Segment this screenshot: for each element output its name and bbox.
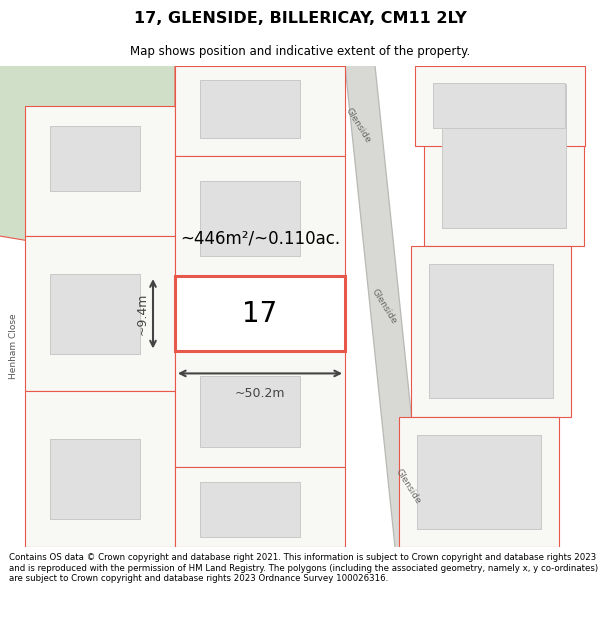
Bar [50,439,140,519]
Text: ~446m²/~0.110ac.: ~446m²/~0.110ac. [180,229,340,247]
Bar [429,264,553,399]
Text: 17, GLENSIDE, BILLERICAY, CM11 2LY: 17, GLENSIDE, BILLERICAY, CM11 2LY [134,11,466,26]
Polygon shape [345,66,425,547]
Bar [175,351,345,467]
Text: Glenside: Glenside [344,107,373,145]
Bar [50,126,140,191]
Bar [424,66,584,246]
Bar [175,66,345,156]
Bar [433,82,565,127]
Text: Glenside: Glenside [394,468,422,506]
Text: ~9.4m: ~9.4m [136,292,149,335]
Text: Map shows position and indicative extent of the property.: Map shows position and indicative extent… [130,45,470,58]
Text: ~50.2m: ~50.2m [235,388,285,401]
Bar [411,246,571,416]
Bar [200,181,300,256]
Text: Contains OS data © Crown copyright and database right 2021. This information is : Contains OS data © Crown copyright and d… [9,553,598,583]
Bar [175,276,345,351]
Bar [50,274,140,354]
Text: Henham Close: Henham Close [10,314,19,379]
Text: 17: 17 [242,300,278,328]
Bar [200,376,300,447]
Bar [200,482,300,537]
Bar [399,416,559,547]
Text: Glenside: Glenside [370,287,398,326]
Bar [417,434,541,529]
Bar [175,467,345,547]
Bar [25,391,175,547]
Bar [442,84,566,228]
Bar [175,156,345,276]
Bar [25,236,175,391]
Bar [200,79,300,138]
Polygon shape [0,66,175,246]
Bar [415,66,585,146]
Bar [25,106,175,236]
